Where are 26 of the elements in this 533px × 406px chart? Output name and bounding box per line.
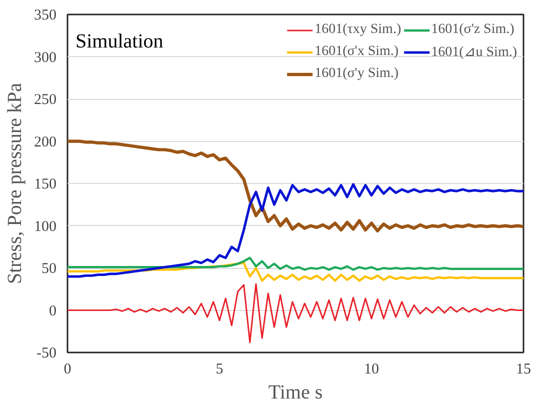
- y-tick-label: 250: [34, 92, 56, 108]
- y-tick-label: 50: [42, 261, 56, 277]
- text: Simulation: [76, 30, 164, 52]
- y-tick-label: 150: [34, 176, 56, 192]
- x-tick-label: 10: [364, 362, 379, 378]
- y-tick-label: 100: [34, 218, 56, 235]
- legend-label: 1601(σ'y Sim.): [314, 65, 399, 83]
- y-axis-title: Stress, Pore pressure kPa: [4, 82, 26, 284]
- line-series: [68, 256, 524, 271]
- y-tick-label: 300: [34, 50, 56, 66]
- x-tick-label: 5: [216, 362, 224, 378]
- line-series: [68, 183, 524, 278]
- y-tick-label: 0: [49, 303, 56, 320]
- y-tick-label: 200: [34, 134, 56, 150]
- legend-label: 1601(τxy Sim.): [314, 21, 402, 39]
- y-tick-label: -50: [36, 346, 57, 362]
- x-tick-label: 15: [516, 362, 531, 378]
- line-series: [68, 140, 524, 232]
- legend-label: 1601(⊿u Sim.): [431, 44, 517, 61]
- x-axis-title: Time s: [268, 382, 323, 404]
- line-series: [68, 283, 524, 344]
- y-tick-label: 350: [34, 8, 56, 24]
- x-tick-label: 0: [64, 362, 72, 378]
- legend-label: 1601(σ'x Sim.): [314, 43, 399, 61]
- legend-label: 1601(σ'z Sim.): [431, 21, 514, 39]
- line-series: [68, 262, 524, 282]
